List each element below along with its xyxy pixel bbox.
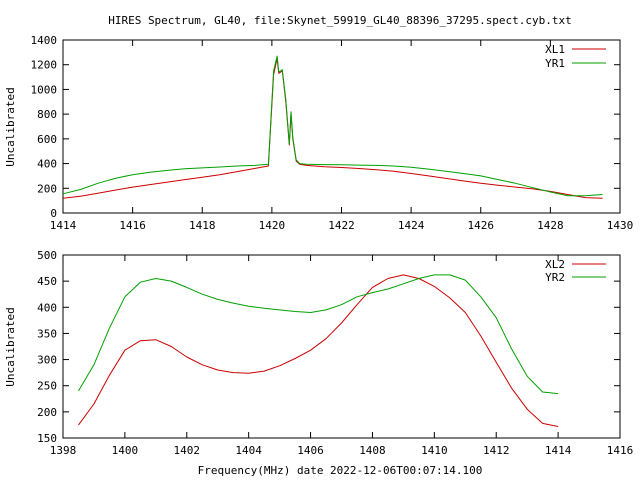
y-tick-label: 350	[37, 327, 57, 340]
x-tick-label: 1410	[421, 444, 448, 457]
x-tick-label: 1422	[328, 219, 355, 232]
y-tick-label: 500	[37, 249, 57, 262]
series-line-yr1	[62, 55, 603, 197]
top-panel: Uncalibrated XL1 YR1 1414 1416 1418 1420 142…	[4, 34, 633, 232]
y-tick-label: 1000	[31, 83, 58, 96]
bottom-plot-frame	[62, 254, 621, 439]
x-tick-label: 1414	[545, 444, 572, 457]
x-tick-label: 1430	[607, 219, 634, 232]
x-axis-label: Frequency(MHz) date 2022-12-06T00:07:14.…	[198, 464, 483, 477]
x-tick-label: 1428	[537, 219, 564, 232]
x-tick-label: 1402	[174, 444, 201, 457]
bottom-y-axis-label: Uncalibrated	[4, 307, 17, 386]
legend-label-yr2: YR2	[545, 271, 565, 284]
y-tick-label: 200	[37, 182, 57, 195]
y-tick-label: 200	[37, 406, 57, 419]
x-tick-label: 1420	[259, 219, 286, 232]
y-tick-label: 400	[37, 301, 57, 314]
y-tick-label: 450	[37, 275, 57, 288]
y-tick-label: 600	[37, 133, 57, 146]
top-plot-frame	[62, 39, 621, 214]
legend-label-xl1: XL1	[545, 43, 565, 56]
chart-title: HIRES Spectrum, GL40, file:Skynet_59919_…	[108, 14, 572, 27]
y-tick-label: 1200	[31, 59, 58, 72]
y-tick-label: 800	[37, 108, 57, 121]
legend-label-xl2: XL2	[545, 258, 565, 271]
y-tick-label: 300	[37, 354, 57, 367]
x-tick-label: 1416	[119, 219, 146, 232]
y-tick-label: 400	[37, 158, 57, 171]
x-tick-label: 1408	[359, 444, 386, 457]
y-tick-label: 1400	[31, 34, 58, 47]
x-tick-label: 1418	[189, 219, 216, 232]
x-tick-label: 1412	[483, 444, 510, 457]
x-tick-label: 1406	[297, 444, 324, 457]
legend-label-yr1: YR1	[545, 57, 565, 70]
x-tick-label: 1416	[607, 444, 634, 457]
x-tick-label: 1414	[50, 219, 77, 232]
top-legend: XL1 YR1	[545, 43, 606, 70]
series-line-xl1	[62, 58, 603, 199]
y-tick-label: 150	[37, 432, 57, 445]
bottom-legend: XL2 YR2	[545, 258, 606, 284]
x-tick-label: 1424	[398, 219, 425, 232]
series-line-xl2	[78, 274, 559, 427]
x-tick-label: 1426	[468, 219, 495, 232]
x-tick-label: 1398	[50, 444, 77, 457]
x-tick-label: 1404	[235, 444, 262, 457]
series-line-yr2	[78, 274, 559, 395]
top-y-axis-label: Uncalibrated	[4, 87, 17, 166]
bottom-panel: Uncalibrated XL2 YR2 1398 1400 1402 1404 140…	[4, 249, 633, 457]
y-tick-label: 250	[37, 380, 57, 393]
x-tick-label: 1400	[112, 444, 139, 457]
y-tick-label: 0	[50, 207, 57, 220]
